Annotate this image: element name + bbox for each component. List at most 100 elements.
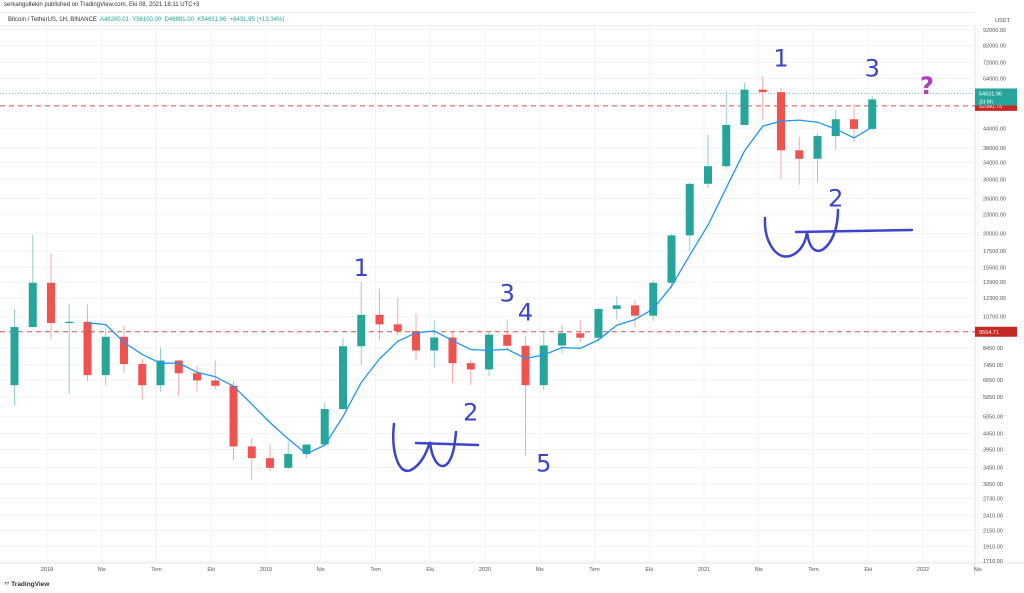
time-tick-label: Tem xyxy=(151,567,162,573)
price-tick-label: 1910.00 xyxy=(983,544,1003,550)
candle-body xyxy=(120,336,128,365)
symbol-name: Bitcoin / TetherUS, 1H, BINANCE xyxy=(8,17,97,23)
candle-body xyxy=(193,373,201,381)
price-line-tag xyxy=(975,100,1017,111)
price-tick-label: 34000.00 xyxy=(983,161,1006,167)
time-tick-label: Tem xyxy=(589,567,600,573)
candle-body xyxy=(138,364,147,386)
price-axis[interactable]: 92000.00 82000.00 72000.00 64000.00 44000.00… xyxy=(975,18,1017,565)
candle-body xyxy=(503,334,512,346)
wave-number-annotation: 5 xyxy=(536,449,551,477)
price-tick-label: 38000.00 xyxy=(983,146,1006,152)
price-tick-label: 13900.00 xyxy=(983,280,1006,286)
candle-body xyxy=(448,337,457,364)
candle-body xyxy=(83,321,92,376)
candle-body xyxy=(485,334,493,370)
candle-body xyxy=(430,337,439,351)
last-price-tag xyxy=(975,88,1017,106)
candle-body xyxy=(704,166,712,184)
price-line-label: 9554.71 xyxy=(979,330,999,336)
price-tick-label: 17500.00 xyxy=(983,249,1006,255)
price-tick-label: 2150.00 xyxy=(983,528,1003,534)
price-tick-label: 26000.00 xyxy=(983,196,1006,202)
tradingview-logo: ⁷⁷ TradingView xyxy=(4,581,50,588)
time-tick-label: Nis xyxy=(98,567,106,573)
candle-body xyxy=(266,458,274,468)
time-tick-label: Nis xyxy=(974,567,982,573)
candle-body xyxy=(594,308,603,338)
price-tick-label: 20000.00 xyxy=(983,231,1006,237)
grid xyxy=(0,26,1024,575)
time-tick-label: Nis xyxy=(317,567,325,573)
wave-number-annotation: 1 xyxy=(773,44,788,72)
price-tick-label: 30000.00 xyxy=(983,177,1006,183)
candle-body xyxy=(813,136,822,159)
time-tick-label: 2018 xyxy=(41,567,53,573)
time-tick-label: Eki xyxy=(207,567,215,573)
price-tick-label: 64000.00 xyxy=(983,76,1006,82)
price-tick-label: 4450.00 xyxy=(983,432,1003,438)
price-tick-label: 3450.00 xyxy=(983,465,1003,471)
price-tick-label: 7450.00 xyxy=(983,363,1003,369)
currency-label: USDT xyxy=(995,18,1011,24)
question-mark-annotation: ? xyxy=(920,72,934,100)
wave-number-annotation: 1 xyxy=(354,254,369,282)
price-tick-label: 82000.00 xyxy=(983,43,1006,49)
candle-body xyxy=(685,183,694,236)
price-tick-label: 23000.00 xyxy=(983,213,1006,219)
time-tick-label: 2019 xyxy=(260,567,272,573)
change-value: +6431.95 (+13.34%) xyxy=(229,17,285,23)
candle-body xyxy=(375,314,384,325)
time-tick-label: Nis xyxy=(536,567,544,573)
candle-body xyxy=(393,324,402,332)
candle-body xyxy=(28,282,37,328)
candle-body xyxy=(47,282,55,324)
countdown-label: 2d 9h xyxy=(979,99,993,105)
wave-number-annotation: 3 xyxy=(500,279,515,307)
candle-body xyxy=(211,380,220,386)
candle-body xyxy=(466,363,475,370)
candle-body xyxy=(831,119,840,137)
candle-body xyxy=(758,89,767,93)
price-line-tag xyxy=(975,326,1017,337)
price-tick-label: 2730.00 xyxy=(983,497,1003,503)
wave-number-annotation: 2 xyxy=(463,399,478,427)
candle-body xyxy=(156,360,165,386)
candle-body xyxy=(65,321,74,324)
candle-body xyxy=(631,305,639,316)
candle-body xyxy=(740,89,749,125)
wave-number-annotation: 2 xyxy=(828,184,843,212)
candle-body xyxy=(284,453,293,468)
candle-body xyxy=(612,305,621,309)
time-tick-label: Eki xyxy=(864,567,872,573)
price-tick-label: 5850.00 xyxy=(983,395,1003,401)
horizontal-lines xyxy=(0,92,975,333)
candle-body xyxy=(868,99,877,129)
candle-body xyxy=(412,331,420,351)
price-line-label: 52060.75 xyxy=(979,104,1002,110)
candle-body xyxy=(521,345,530,386)
candle-body xyxy=(667,235,676,283)
wave-number-annotation: 4 xyxy=(518,298,533,326)
candle-body xyxy=(339,346,347,410)
price-tick-label: 72000.00 xyxy=(983,61,1006,67)
time-tick-label: 2020 xyxy=(479,567,491,573)
price-tick-label: 1710.00 xyxy=(983,559,1003,565)
candle-body xyxy=(576,333,585,338)
hand-drawn-w-left xyxy=(392,422,480,473)
price-tick-label: 6650.00 xyxy=(983,378,1003,384)
candle-body xyxy=(247,446,256,459)
time-axis[interactable]: 2018 Nis Tem Eki 2019 Nis Tem Eki 2020 Nis Tem Eki 2… xyxy=(41,567,982,573)
symbol-legend: Bitcoin / TetherUS, 1H, BINANCE A48200.0… xyxy=(0,12,975,26)
price-tick-label: 8450.00 xyxy=(983,346,1003,352)
publish-info: serkangultekin published on TradingView.… xyxy=(4,2,200,8)
time-tick-label: Eki xyxy=(426,567,434,573)
high-value: Y56100.00 xyxy=(132,17,162,23)
candle-body xyxy=(539,345,548,386)
candle-body xyxy=(174,360,183,374)
candle-body xyxy=(649,282,658,316)
time-tick-label: Eki xyxy=(645,567,653,573)
price-tick-label: 3050.00 xyxy=(983,482,1003,488)
